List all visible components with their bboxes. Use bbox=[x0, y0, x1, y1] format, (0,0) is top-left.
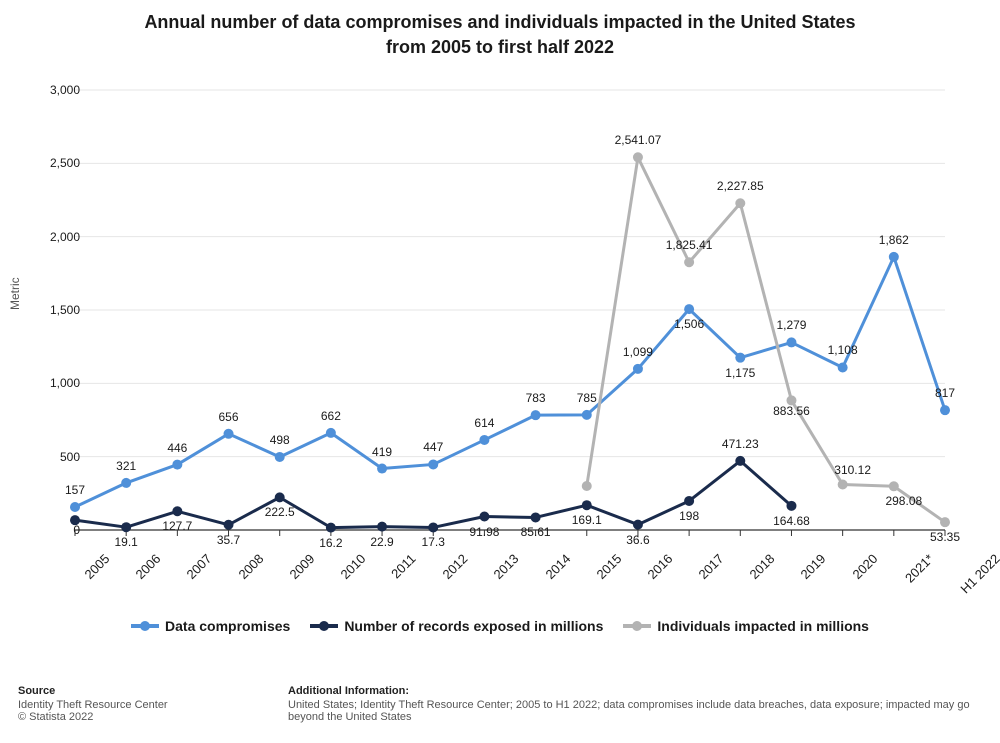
x-tick-label: 2015 bbox=[593, 551, 624, 582]
data-label: 783 bbox=[526, 391, 546, 405]
chart-container: Annual number of data compromises and in… bbox=[0, 0, 1000, 743]
data-label: 817 bbox=[935, 386, 955, 400]
x-tick-label: H1 2022 bbox=[957, 551, 1000, 596]
plot-svg bbox=[55, 80, 965, 540]
data-label: 471.23 bbox=[722, 437, 759, 451]
x-tick-label: 2020 bbox=[849, 551, 880, 582]
data-label: 498 bbox=[270, 433, 290, 447]
legend-label: Data compromises bbox=[165, 618, 290, 634]
data-label: 310.12 bbox=[834, 463, 871, 477]
y-tick-label: 2,000 bbox=[40, 230, 80, 244]
y-tick-label: 3,000 bbox=[40, 83, 80, 97]
x-tick-label: 2016 bbox=[644, 551, 675, 582]
data-label: 19.1 bbox=[114, 535, 137, 549]
data-label: 1,862 bbox=[879, 233, 909, 247]
chart-title: Annual number of data compromises and in… bbox=[0, 0, 1000, 65]
data-label: 16.2 bbox=[319, 536, 342, 550]
data-label: 1,099 bbox=[623, 345, 653, 359]
legend-swatch bbox=[131, 624, 159, 628]
y-tick-label: 500 bbox=[40, 450, 80, 464]
data-label: 53.35 bbox=[930, 530, 960, 544]
legend: Data compromises Number of records expose… bbox=[0, 615, 1000, 634]
plot-area bbox=[55, 80, 965, 540]
source-heading: Source bbox=[18, 685, 288, 697]
data-label: 2,541.07 bbox=[615, 133, 662, 147]
data-label: 1,108 bbox=[828, 343, 858, 357]
x-tick-label: 2009 bbox=[286, 551, 317, 582]
data-label: 85.61 bbox=[521, 525, 551, 539]
data-label: 1,279 bbox=[776, 318, 806, 332]
data-label: 446 bbox=[167, 441, 187, 455]
y-tick-label: 1,500 bbox=[40, 303, 80, 317]
data-label: 419 bbox=[372, 445, 392, 459]
data-label: 36.6 bbox=[626, 533, 649, 547]
data-label: 127.7 bbox=[162, 519, 192, 533]
data-label: 1,175 bbox=[725, 366, 755, 380]
source-col: Source Identity Theft Resource Center © … bbox=[18, 685, 288, 723]
x-tick-label: 2010 bbox=[337, 551, 368, 582]
x-tick-label: 2011 bbox=[388, 551, 418, 581]
data-label: 17.3 bbox=[422, 535, 445, 549]
x-tick-label: 2008 bbox=[235, 551, 266, 582]
data-label: 447 bbox=[423, 440, 443, 454]
y-axis-label: Metric bbox=[8, 277, 22, 310]
x-tick-label: 2007 bbox=[184, 551, 215, 582]
legend-item: Data compromises bbox=[131, 618, 290, 634]
x-tick-label: 2005 bbox=[81, 551, 112, 582]
info-heading: Additional Information: bbox=[288, 685, 982, 697]
data-label: 1,506 bbox=[674, 317, 704, 331]
source-line2: © Statista 2022 bbox=[18, 711, 93, 723]
title-line2: from 2005 to first half 2022 bbox=[386, 37, 614, 57]
data-label: 1,825.41 bbox=[666, 238, 713, 252]
data-label: 91.98 bbox=[469, 525, 499, 539]
title-line1: Annual number of data compromises and in… bbox=[144, 12, 855, 32]
legend-swatch bbox=[623, 624, 651, 628]
footer: Source Identity Theft Resource Center © … bbox=[18, 685, 982, 723]
x-tick-label: 2006 bbox=[133, 551, 164, 582]
x-tick-label: 2021* bbox=[902, 551, 937, 586]
y-tick-label: 1,000 bbox=[40, 376, 80, 390]
data-label: 22.9 bbox=[370, 535, 393, 549]
data-label: 883.56 bbox=[773, 404, 810, 418]
data-label: 222.5 bbox=[265, 505, 295, 519]
legend-item: Number of records exposed in millions bbox=[310, 618, 603, 634]
data-label: 169.1 bbox=[572, 513, 602, 527]
x-labels: 2005 2006 2007 2008 2009 2010 2011 2012 2013 2014… bbox=[55, 545, 965, 615]
data-label: 614 bbox=[474, 416, 494, 430]
info-col: Additional Information: United States; I… bbox=[288, 685, 982, 723]
data-label: 198 bbox=[679, 509, 699, 523]
info-text: United States; Identity Theft Resource C… bbox=[288, 699, 970, 723]
data-label: 785 bbox=[577, 391, 597, 405]
x-tick-label: 2017 bbox=[696, 551, 727, 582]
source-line1: Identity Theft Resource Center bbox=[18, 699, 168, 711]
x-tick-label: 2014 bbox=[542, 551, 573, 582]
data-label: 35.7 bbox=[217, 533, 240, 547]
legend-label: Individuals impacted in millions bbox=[657, 618, 869, 634]
x-tick-label: 2013 bbox=[491, 551, 522, 582]
x-tick-label: 2018 bbox=[747, 551, 778, 582]
x-tick-label: 2012 bbox=[440, 551, 471, 582]
legend-item: Individuals impacted in millions bbox=[623, 618, 869, 634]
data-label: 662 bbox=[321, 409, 341, 423]
data-label: 157 bbox=[65, 483, 85, 497]
data-label: 656 bbox=[219, 410, 239, 424]
legend-label: Number of records exposed in millions bbox=[344, 618, 603, 634]
data-label: 164.68 bbox=[773, 514, 810, 528]
data-label: 321 bbox=[116, 459, 136, 473]
y-tick-label: 2,500 bbox=[40, 156, 80, 170]
x-tick-label: 2019 bbox=[798, 551, 829, 582]
y-tick-label: 0 bbox=[40, 523, 80, 537]
data-label: 2,227.85 bbox=[717, 179, 764, 193]
data-label: 298.08 bbox=[885, 494, 922, 508]
legend-swatch bbox=[310, 624, 338, 628]
